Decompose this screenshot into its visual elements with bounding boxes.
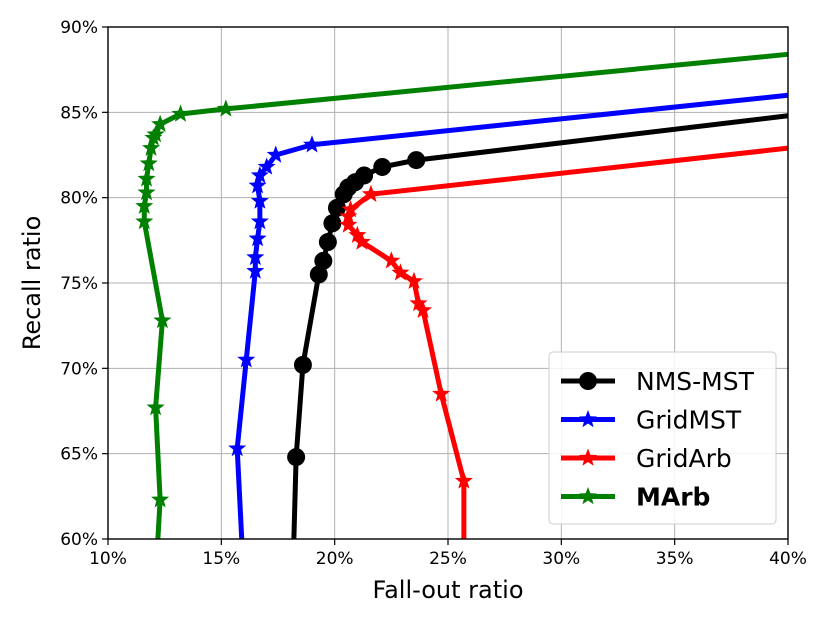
x-tick-label: 25% xyxy=(429,549,467,569)
data-point-star xyxy=(237,350,256,368)
data-point-star xyxy=(216,99,235,117)
data-point-circle xyxy=(373,157,392,176)
data-point-star xyxy=(257,157,276,175)
data-point-star xyxy=(151,114,170,132)
data-point-star xyxy=(391,263,410,281)
data-point-star xyxy=(578,410,598,428)
x-axis-ticks: 10% 15% 20% 25% 30% 35% 40% xyxy=(89,539,807,569)
data-point-star xyxy=(382,251,401,269)
y-tick-label: 80% xyxy=(60,189,98,209)
data-point-circle xyxy=(579,372,597,390)
x-tick-label: 15% xyxy=(202,549,240,569)
data-point-star xyxy=(361,184,380,202)
data-point-star xyxy=(339,206,358,225)
y-tick-label: 75% xyxy=(60,274,98,294)
data-point-star xyxy=(341,200,360,218)
legend: NMS-MST GridMST GridArb MArb xyxy=(548,351,777,525)
data-point-star xyxy=(302,135,322,153)
data-point-star xyxy=(250,165,269,184)
data-point-star xyxy=(135,212,154,230)
data-point-star xyxy=(404,271,424,289)
data-point-circle xyxy=(314,251,333,270)
data-point-star xyxy=(246,247,265,266)
data-point-star xyxy=(137,183,156,201)
data-point-star xyxy=(246,261,265,279)
data-point-star xyxy=(578,487,598,505)
y-tick-label: 60% xyxy=(60,530,98,550)
data-point-star xyxy=(248,176,267,194)
plot-frame xyxy=(107,26,789,540)
data-point-circle xyxy=(287,448,306,467)
legend-label: GridArb xyxy=(636,444,732,473)
data-point-star xyxy=(137,169,156,187)
data-point-star xyxy=(153,311,172,329)
data-point-star xyxy=(339,215,358,233)
data-point-star xyxy=(578,448,598,466)
y-tick-label: 85% xyxy=(60,103,98,123)
y-axis-label: Recall ratio xyxy=(18,216,46,351)
data-point-circle xyxy=(327,198,346,217)
series-lines xyxy=(135,51,789,540)
x-tick-label: 10% xyxy=(89,549,127,569)
data-point-circle xyxy=(407,151,426,170)
y-tick-label: 65% xyxy=(60,445,98,465)
series-line xyxy=(141,51,789,540)
data-point-star xyxy=(139,154,158,172)
legend-box xyxy=(548,351,777,525)
series-gridmst xyxy=(228,92,789,540)
series-nms-mst xyxy=(287,113,789,540)
x-tick-label: 30% xyxy=(542,549,580,569)
data-point-star xyxy=(250,212,269,230)
x-tick-label: 20% xyxy=(316,549,354,569)
data-point-star xyxy=(151,490,170,508)
data-point-star xyxy=(135,196,154,214)
x-tick-label: 40% xyxy=(769,549,807,569)
x-tick-label: 35% xyxy=(656,549,694,569)
data-point-star xyxy=(146,398,165,416)
data-point-circle xyxy=(309,265,328,284)
data-point-star xyxy=(146,125,165,143)
data-point-star xyxy=(348,225,367,243)
y-tick-label: 70% xyxy=(60,359,98,379)
data-point-star xyxy=(266,145,285,163)
series-marb xyxy=(135,51,789,540)
series-gridarb xyxy=(339,145,789,539)
legend-label: GridMST xyxy=(636,406,742,435)
data-point-star xyxy=(250,191,269,209)
data-point-star xyxy=(454,471,473,489)
data-point-circle xyxy=(293,355,312,374)
data-point-circle xyxy=(355,166,374,185)
data-point-star xyxy=(409,293,428,312)
data-point-circle xyxy=(323,214,342,233)
data-point-star xyxy=(142,138,161,156)
data-point-star xyxy=(432,384,451,402)
legend-label: NMS-MST xyxy=(636,367,755,396)
legend-label: MArb xyxy=(636,483,710,512)
data-point-star xyxy=(228,439,247,457)
data-point-circle xyxy=(318,233,337,252)
y-tick-label: 90% xyxy=(60,18,98,38)
data-point-star xyxy=(248,229,267,247)
x-axis-label: Fall-out ratio xyxy=(372,576,523,604)
y-axis-ticks: 60% 65% 70% 75% 80% 85% 90% xyxy=(60,18,108,550)
data-point-star xyxy=(171,104,190,122)
